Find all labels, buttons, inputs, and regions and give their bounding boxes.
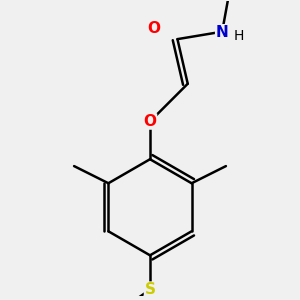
Text: O: O [147,21,160,36]
Text: O: O [143,114,157,129]
Text: H: H [234,29,244,43]
Text: S: S [145,282,155,297]
Text: N: N [216,25,228,40]
